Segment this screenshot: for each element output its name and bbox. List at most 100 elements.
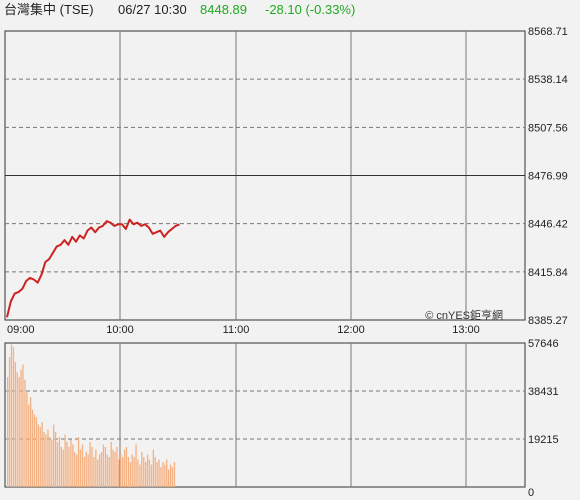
price-ytick-label: 8507.56 [528,122,568,134]
volume-bar [108,457,110,487]
volume-bar [160,467,162,487]
volume-bar [152,449,155,487]
quote-datetime: 06/27 10:30 [118,2,187,17]
volume-bar [43,432,45,487]
volume-bar [102,444,105,487]
volume-bar [31,409,34,487]
volume-bar [22,364,24,487]
volume-bar [60,447,63,487]
watermark: © cnYES鉅亨網 [425,308,503,322]
quote-header: 台灣集中 (TSE) 06/27 10:30 8448.89 -28.10 (-… [0,0,580,22]
volume-bar [87,454,89,487]
volume-bar [37,424,40,487]
volume-bar [171,467,174,487]
volume-bar [104,447,107,487]
volume-bar [77,437,80,487]
volume-bar [146,454,149,487]
volume-ytick-label: 0 [528,487,534,499]
volume-bar [110,442,112,487]
volume-bar [89,442,91,487]
price-ytick-label: 8415.84 [528,267,568,279]
volume-bar [79,449,82,487]
volume-bar [135,444,137,487]
volume-bar [58,437,61,487]
volume-bar [76,454,78,487]
volume-bar [8,357,11,487]
volume-bar [114,452,116,487]
volume-ytick-label: 19215 [528,434,559,446]
volume-bar [129,462,132,487]
volume-bar [91,447,93,487]
volume-bar [83,457,86,487]
volume-bar [56,442,59,487]
volume-bar [148,459,151,487]
time-xtick-label: 10:00 [106,324,134,336]
volume-bar [33,414,36,487]
volume-bar [66,442,68,487]
volume-bar [137,459,139,487]
volume-bar [122,457,124,487]
volume-ytick-label: 38431 [528,386,559,398]
volume-bar [45,434,47,487]
price-ytick-label: 8476.99 [528,171,568,183]
volume-bar [133,457,135,487]
last-price: 8448.89 [200,2,247,17]
volume-bar [74,452,76,487]
price-ytick-label: 8385.27 [528,315,568,327]
volume-bar [18,377,20,487]
volume-bar [64,434,66,487]
price-ytick-label: 8538.14 [528,74,568,86]
price-series-line [6,218,180,318]
volume-bar [51,439,53,487]
price-ytick-label: 8446.42 [528,219,568,231]
volume-bar [95,449,97,487]
volume-bar [150,464,153,487]
volume-bar [99,454,101,487]
volume-bar [70,439,72,487]
volume-bar [68,447,70,487]
volume-bar [158,459,160,487]
volume-bar [143,457,145,487]
volume-bar [169,464,172,487]
volume-bar [166,459,168,487]
volume-bar [97,459,99,487]
time-xtick-label: 11:00 [223,324,250,336]
volume-bar [164,464,166,487]
volume-bar [173,462,176,487]
volume-bar [54,432,57,487]
volume-bar [118,459,120,487]
volume-bar [116,447,118,487]
volume-bar [127,457,130,487]
volume-bar [131,454,133,487]
price-change: -28.10 (-0.33%) [265,2,356,17]
volume-bar [7,377,9,487]
volume-bar [28,404,30,487]
volume-bar [81,444,84,487]
volume-bar [156,462,158,487]
time-xtick-label: 12:00 [337,324,365,336]
volume-bar [100,452,103,487]
volume-bar [106,454,109,487]
volume-bar [24,379,26,487]
price-panel: 8568.71 8538.14 8507.56 8476.99 8446.42 8415.… [4,26,568,336]
volume-bar [10,344,13,487]
volume-bar [14,362,17,487]
volume-bar [26,392,28,487]
volume-bar [123,449,126,487]
volume-ytick-label: 57646 [528,338,559,350]
volume-bar [41,422,43,487]
volume-bar [72,444,74,487]
volume-bar [39,427,41,487]
volume-bar [168,469,170,487]
volume-bar [112,449,114,487]
index-name: 台灣集中 (TSE) [4,2,94,17]
volume-bar [85,452,87,487]
volume-bar [47,429,49,487]
volume-bar [16,372,18,487]
volume-bar [35,417,38,487]
volume-bar [120,454,122,487]
volume-bar [141,452,143,487]
volume-bar [162,462,164,487]
volume-bar [93,457,95,487]
